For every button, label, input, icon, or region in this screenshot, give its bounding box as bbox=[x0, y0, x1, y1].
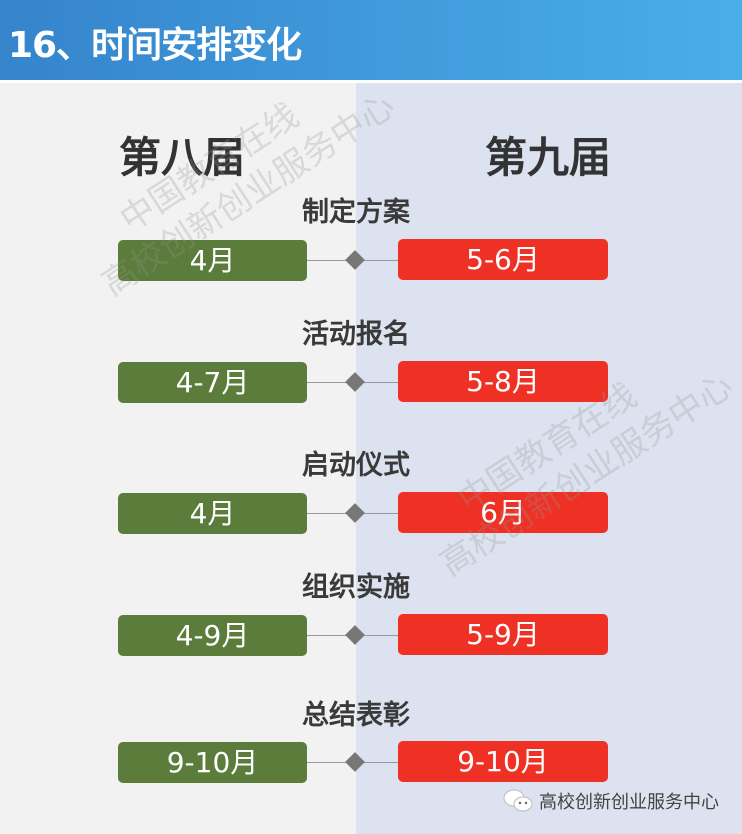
right-panel bbox=[356, 83, 742, 834]
right-period-bar: 5-6月 bbox=[398, 239, 608, 280]
column-title-left: 第八届 bbox=[118, 133, 245, 182]
wechat-icon bbox=[503, 789, 533, 812]
divider bbox=[0, 80, 742, 83]
column-title-right: 第九届 bbox=[484, 133, 611, 182]
row-label: 制定方案 bbox=[302, 197, 410, 228]
header-banner: 16、时间安排变化 bbox=[0, 0, 742, 80]
right-period-bar: 9-10月 bbox=[398, 741, 608, 782]
footer-credit: 高校创新创业服务中心 bbox=[503, 788, 719, 814]
row-label: 启动仪式 bbox=[302, 450, 410, 481]
right-period-bar: 5-9月 bbox=[398, 614, 608, 655]
right-period-bar: 6月 bbox=[398, 492, 608, 533]
row-label: 活动报名 bbox=[302, 319, 410, 350]
left-period-bar: 4月 bbox=[118, 240, 307, 281]
row-label: 总结表彰 bbox=[302, 700, 410, 731]
page-title: 16、时间安排变化 bbox=[8, 25, 302, 66]
left-period-bar: 4-9月 bbox=[118, 615, 307, 656]
footer-text: 高校创新创业服务中心 bbox=[539, 792, 719, 813]
left-period-bar: 9-10月 bbox=[118, 742, 307, 783]
left-period-bar: 4月 bbox=[118, 493, 307, 534]
row-label: 组织实施 bbox=[302, 572, 410, 603]
right-period-bar: 5-8月 bbox=[398, 361, 608, 402]
left-period-bar: 4-7月 bbox=[118, 362, 307, 403]
